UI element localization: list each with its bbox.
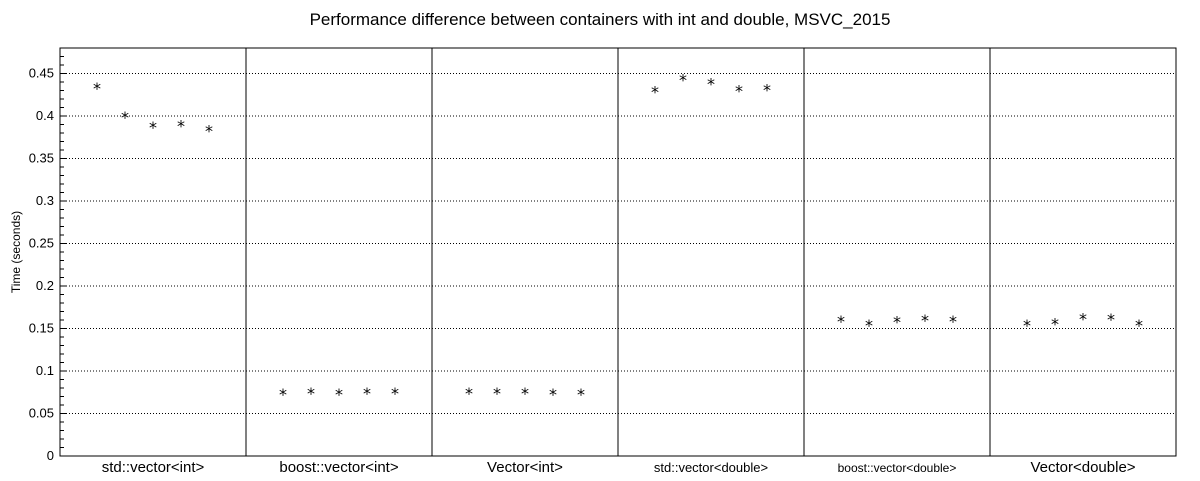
data-point-3-0: *	[651, 82, 659, 101]
y-tick-label-6: 0.3	[36, 193, 54, 208]
data-point-1-3: *	[363, 384, 371, 403]
data-point-2-4: *	[577, 385, 585, 404]
data-point-5-3: *	[1107, 310, 1115, 329]
data-point-4-1: *	[865, 316, 873, 335]
plot-frame	[59, 47, 1177, 457]
data-point-5-0: *	[1023, 316, 1031, 335]
data-point-5-2: *	[1079, 309, 1087, 328]
y-tick-label-0: 0	[47, 448, 54, 463]
data-point-3-1: *	[679, 70, 687, 89]
y-tick-label-9: 0.45	[29, 66, 54, 81]
y-tick-label-1: 0.05	[29, 406, 54, 421]
category-label-0: std::vector<int>	[102, 459, 205, 476]
data-point-2-1: *	[493, 384, 501, 403]
data-point-1-1: *	[307, 384, 315, 403]
data-point-0-3: *	[177, 116, 185, 135]
chart-title: Performance difference between container…	[310, 10, 891, 29]
data-point-4-3: *	[921, 311, 929, 330]
category-labels: std::vector<int> boost::vector<int> Vector…	[102, 459, 1136, 476]
data-point-1-4: *	[391, 384, 399, 403]
y-tick-label-4: 0.2	[36, 278, 54, 293]
data-point-1-2: *	[335, 385, 343, 404]
y-axis-ticks: 0 0.05 0.1 0.15 0.2 0.25 0.3 0.35 0.4 0.45	[29, 47, 67, 463]
data-point-3-3: *	[735, 82, 743, 101]
category-label-2: Vector<int>	[487, 459, 563, 476]
data-point-4-0: *	[837, 312, 845, 331]
category-label-4: boost::vector<double>	[838, 461, 957, 475]
data-point-4-2: *	[893, 313, 901, 332]
data-point-4-4: *	[949, 312, 957, 331]
data-point-0-1: *	[121, 108, 129, 127]
category-label-1: boost::vector<int>	[279, 459, 398, 476]
y-tick-label-2: 0.1	[36, 363, 54, 378]
y-tick-label-5: 0.25	[29, 236, 54, 251]
y-tick-label-8: 0.4	[36, 108, 54, 123]
data-points: * * * * * * * * * * * * * * * * * * * * * * * * * * * * * *	[93, 70, 1143, 404]
data-point-0-0: *	[93, 79, 101, 98]
y-axis-label: Time (seconds)	[9, 211, 23, 293]
category-label-5: Vector<double>	[1030, 459, 1135, 476]
panel-dividers	[245, 48, 991, 456]
y-tick-label-3: 0.15	[29, 321, 54, 336]
data-point-2-3: *	[549, 385, 557, 404]
data-point-0-4: *	[205, 121, 213, 140]
data-point-3-4: *	[763, 81, 771, 100]
data-point-2-2: *	[521, 384, 529, 403]
data-point-1-0: *	[279, 385, 287, 404]
category-label-3: std::vector<double>	[654, 460, 768, 475]
data-point-5-4: *	[1135, 316, 1143, 335]
data-point-2-0: *	[465, 384, 473, 403]
data-point-3-2: *	[707, 75, 715, 94]
y-tick-label-7: 0.35	[29, 151, 54, 166]
data-point-5-1: *	[1051, 314, 1059, 333]
data-point-0-2: *	[149, 118, 157, 137]
